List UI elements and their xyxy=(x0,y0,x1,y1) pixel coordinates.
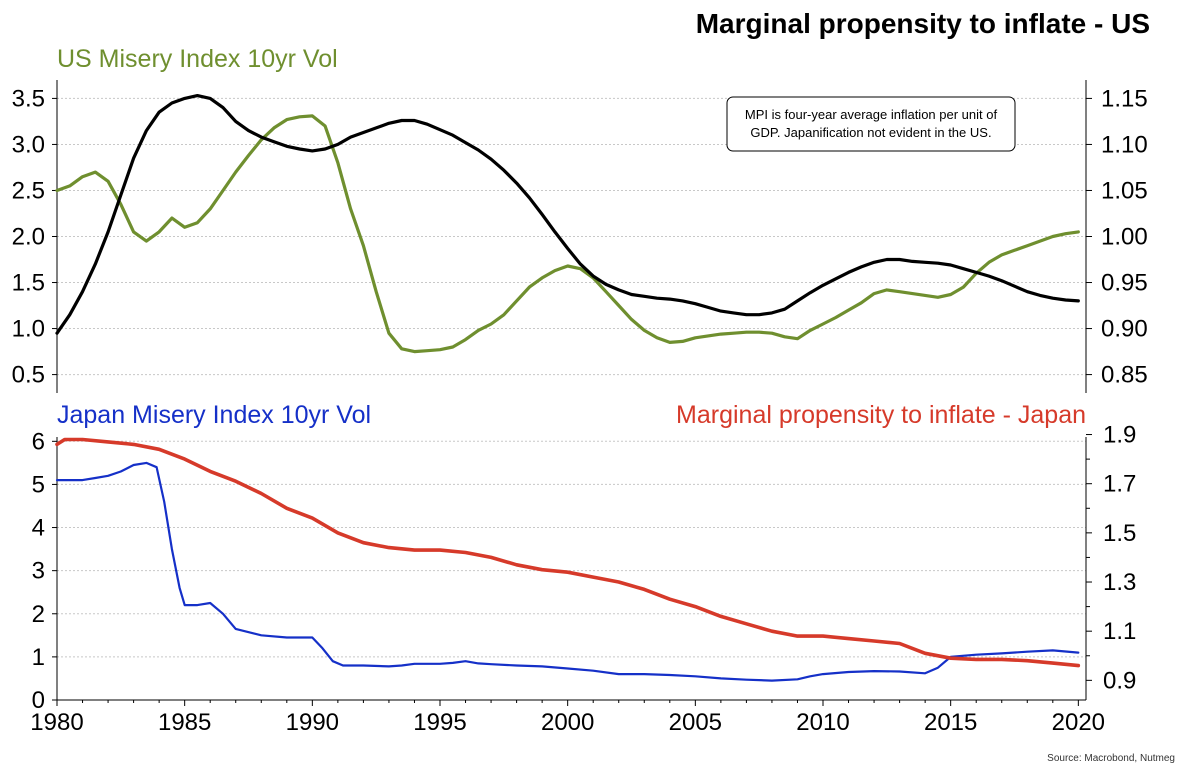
jp-series xyxy=(55,437,1081,682)
jp-right-tick-label: 0.9 xyxy=(1103,667,1136,694)
x-tick-label: 2015 xyxy=(924,709,977,736)
jp-left-tick-label: 6 xyxy=(32,428,45,455)
us-series xyxy=(55,93,1080,354)
us-axes xyxy=(52,80,1092,393)
us-right-tick-label: 1.00 xyxy=(1101,224,1148,251)
japan-panel: Japan Misery Index 10yr Vol Marginal pro… xyxy=(30,401,1136,736)
jp-right-tick-label: 1.7 xyxy=(1103,471,1136,498)
us-right-tick-label: 1.10 xyxy=(1101,131,1148,158)
annotation-line-1: MPI is four-year average inflation per u… xyxy=(745,107,998,122)
jp-axes xyxy=(52,434,1092,706)
jp-vol-label: Japan Misery Index 10yr Vol xyxy=(57,401,371,429)
us-right-tick-label: 0.95 xyxy=(1101,270,1148,297)
jp-left-tick-label: 3 xyxy=(32,558,45,585)
jp-right-tick-label: 1.5 xyxy=(1103,520,1136,547)
us-vol-label: US Misery Index 10yr Vol xyxy=(57,45,338,73)
us-left-tick-label: 3.0 xyxy=(12,131,45,158)
jp-left-tick-label: 0 xyxy=(32,687,45,714)
x-tick-label: 1990 xyxy=(286,709,339,736)
us-series-line-1 xyxy=(55,114,1080,354)
jp-series-line-2 xyxy=(55,437,1081,668)
us-right-tick-labels: 0.85 0.90 0.95 1.00 1.05 1.10 1.15 xyxy=(1101,85,1148,388)
x-tick-label: 1995 xyxy=(413,709,466,736)
jp-left-tick-label: 2 xyxy=(32,601,45,628)
us-panel: US Misery Index 10yr Vol 0.5 1.0 1.5 2.0 2.5… xyxy=(12,45,1148,393)
source-note: Source: Macrobond, Nutmeg xyxy=(1047,753,1175,764)
x-tick-label: 2000 xyxy=(541,709,594,736)
jp-left-tick-labels: 0 1 2 3 4 5 6 xyxy=(32,428,45,714)
jp-gridlines xyxy=(57,440,1086,658)
us-series-line-2 xyxy=(55,93,1080,335)
x-tick-label: 1985 xyxy=(158,709,211,736)
us-right-tick-label: 1.15 xyxy=(1101,85,1148,112)
x-tick-label: 2020 xyxy=(1052,709,1105,736)
us-left-tick-label: 3.5 xyxy=(12,85,45,112)
us-left-tick-label: 1.5 xyxy=(12,270,45,297)
annotation-box: MPI is four-year average inflation per u… xyxy=(726,96,1016,152)
jp-mpi-label: Marginal propensity to inflate - Japan xyxy=(676,401,1086,429)
us-left-tick-label: 2.5 xyxy=(12,177,45,204)
jp-left-tick-label: 5 xyxy=(32,471,45,498)
x-tick-label: 2010 xyxy=(796,709,849,736)
us-left-tick-label: 1.0 xyxy=(12,316,45,343)
jp-right-tick-label: 1.1 xyxy=(1103,618,1136,645)
x-tick-label: 1980 xyxy=(30,709,83,736)
us-left-tick-label: 0.5 xyxy=(12,362,45,389)
jp-left-tick-label: 1 xyxy=(32,644,45,671)
us-left-tick-label: 2.0 xyxy=(12,224,45,251)
us-right-tick-label: 0.90 xyxy=(1101,316,1148,343)
chart-title: Marginal propensity to inflate - US xyxy=(696,8,1150,39)
jp-right-tick-labels: 0.9 1.1 1.3 1.5 1.7 1.9 xyxy=(1103,422,1136,695)
jp-right-tick-label: 1.3 xyxy=(1103,569,1136,596)
annotation-box-frame xyxy=(726,96,1016,152)
jp-series-line-1 xyxy=(55,461,1080,682)
us-left-tick-labels: 0.5 1.0 1.5 2.0 2.5 3.0 3.5 xyxy=(12,85,45,388)
jp-left-tick-label: 4 xyxy=(32,515,45,542)
us-right-tick-label: 0.85 xyxy=(1101,362,1148,389)
x-tick-label: 2005 xyxy=(669,709,722,736)
us-right-tick-label: 1.05 xyxy=(1101,177,1148,204)
jp-right-tick-label: 1.9 xyxy=(1103,422,1136,449)
annotation-line-2: GDP. Japanification not evident in the U… xyxy=(750,125,991,140)
x-tick-labels: 1980 1985 1990 1995 2000 2005 2010 2015 2020 xyxy=(30,709,1105,736)
